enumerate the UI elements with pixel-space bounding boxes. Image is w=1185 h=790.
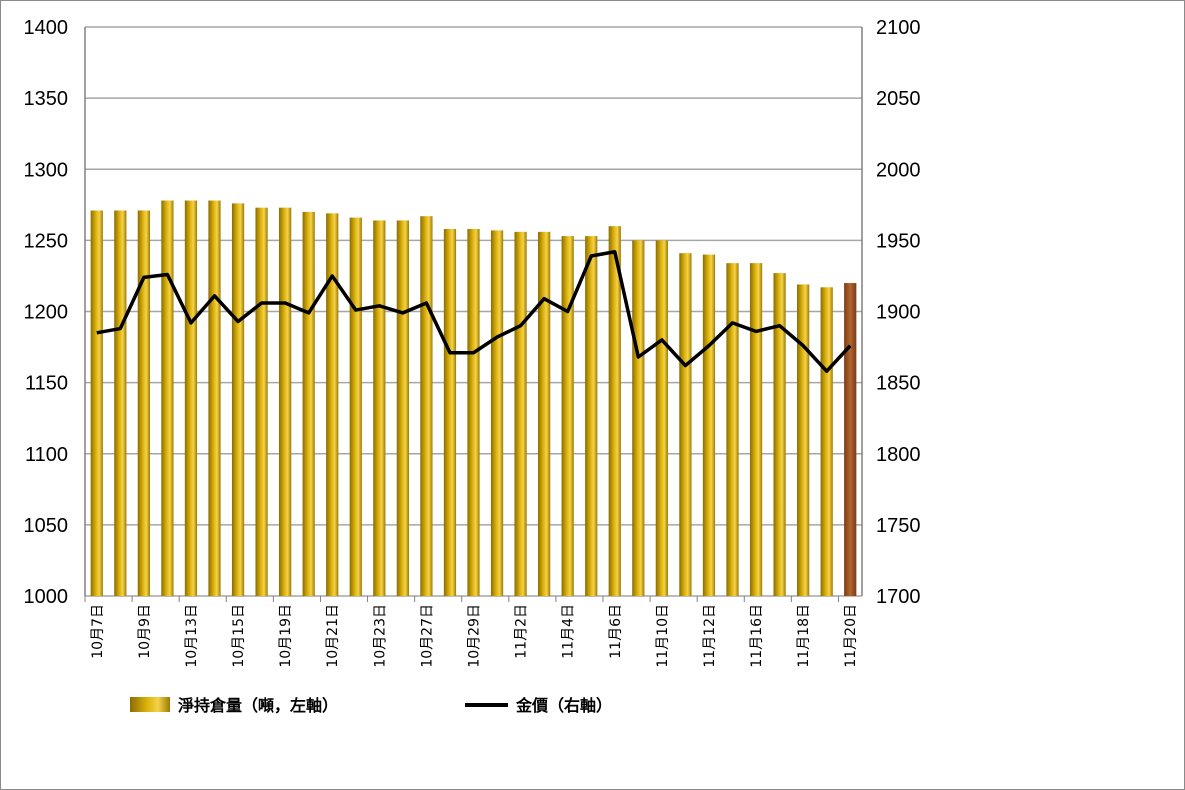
left-tick-label: 1400	[24, 17, 69, 39]
right-tick-label: 1900	[876, 302, 921, 324]
axes	[84, 27, 863, 596]
x-tick-label: 10月19日	[278, 604, 294, 668]
bar	[702, 254, 716, 596]
left-tick-label: 1350	[24, 88, 69, 110]
right-tick-label: 1850	[876, 373, 921, 395]
bar	[373, 220, 386, 596]
left-tick-label: 1200	[24, 302, 69, 324]
right-tick-label: 1950	[876, 230, 921, 252]
legend-line-label: 金價（右軸）	[515, 696, 612, 715]
bar	[844, 283, 857, 596]
x-tick-label: 10月27日	[419, 604, 435, 668]
x-tick-label: 10月15日	[231, 604, 247, 668]
right-axis-ticks: 1700 1750 1800 1850 1900 1950 2000 2050 2100	[876, 17, 921, 608]
gold-price-line	[96, 250, 852, 373]
right-tick-label: 1800	[876, 444, 921, 466]
bar	[561, 236, 574, 597]
left-axis-ticks: 1000 1050 1100 1150 1200 1250 1300 1350 1400	[24, 17, 69, 608]
left-tick-label: 1050	[24, 515, 69, 537]
line-series	[96, 250, 852, 373]
legend-bar-swatch	[130, 697, 170, 712]
left-tick-label: 1100	[25, 444, 68, 466]
bar	[255, 207, 268, 596]
x-tick-label: 10月9日	[137, 604, 153, 659]
bar	[114, 210, 127, 596]
x-tick-label: 10月29日	[467, 604, 483, 668]
bar	[585, 236, 598, 597]
bar	[302, 211, 315, 597]
bar	[608, 226, 621, 596]
bar	[679, 253, 692, 597]
left-tick-label: 1300	[24, 159, 69, 181]
bar	[820, 287, 833, 596]
x-tick-label: 10月23日	[372, 604, 388, 668]
bar	[467, 228, 480, 596]
bar	[326, 213, 339, 596]
bar	[208, 200, 221, 597]
x-tick-label: 11月20日	[843, 604, 859, 668]
bar	[538, 231, 551, 596]
bar	[279, 207, 292, 596]
bar	[396, 220, 409, 596]
bar	[726, 263, 739, 596]
x-tick-label: 11月10日	[655, 604, 671, 668]
right-tick-label: 1750	[876, 515, 921, 537]
bar	[797, 284, 810, 596]
x-tick-label: 10月7日	[90, 604, 106, 659]
right-tick-label: 2100	[876, 17, 921, 39]
bar	[184, 200, 198, 597]
bar	[514, 231, 527, 596]
x-tick-label: 11月18日	[796, 604, 812, 668]
bar	[420, 216, 433, 596]
bar	[655, 240, 668, 596]
x-tick-label: 11月12日	[702, 604, 718, 668]
bar	[231, 203, 245, 596]
x-tick-label: 11月4日	[561, 604, 577, 659]
x-tick-label: 11月6日	[608, 604, 624, 659]
x-tick-label: 11月2日	[514, 604, 530, 659]
bar-series	[90, 200, 857, 597]
right-tick-label: 2000	[876, 159, 921, 181]
bar	[773, 273, 786, 596]
left-tick-label: 1150	[25, 373, 68, 395]
right-tick-label: 1700	[876, 586, 921, 608]
legend: 淨持倉量（噸，左軸） 金價（右軸）	[130, 696, 612, 715]
bar	[349, 217, 362, 597]
bar	[749, 263, 763, 596]
legend-bar-label: 淨持倉量（噸，左軸）	[178, 696, 338, 715]
bar	[443, 228, 457, 596]
bar	[137, 210, 150, 596]
left-tick-label: 1000	[24, 586, 69, 608]
x-axis-ticks: 10月7日 10月9日 10月13日 10月15日 10月19日 10月21日 10月23日…	[84, 596, 859, 668]
bar	[632, 240, 645, 596]
bar	[90, 210, 103, 596]
bar	[161, 200, 174, 597]
x-tick-label: 11月16日	[749, 604, 765, 668]
x-tick-label: 10月13日	[184, 604, 200, 668]
left-tick-label: 1250	[24, 230, 69, 252]
bar	[490, 230, 504, 597]
x-tick-label: 10月21日	[325, 604, 341, 668]
right-tick-label: 2050	[876, 88, 921, 110]
